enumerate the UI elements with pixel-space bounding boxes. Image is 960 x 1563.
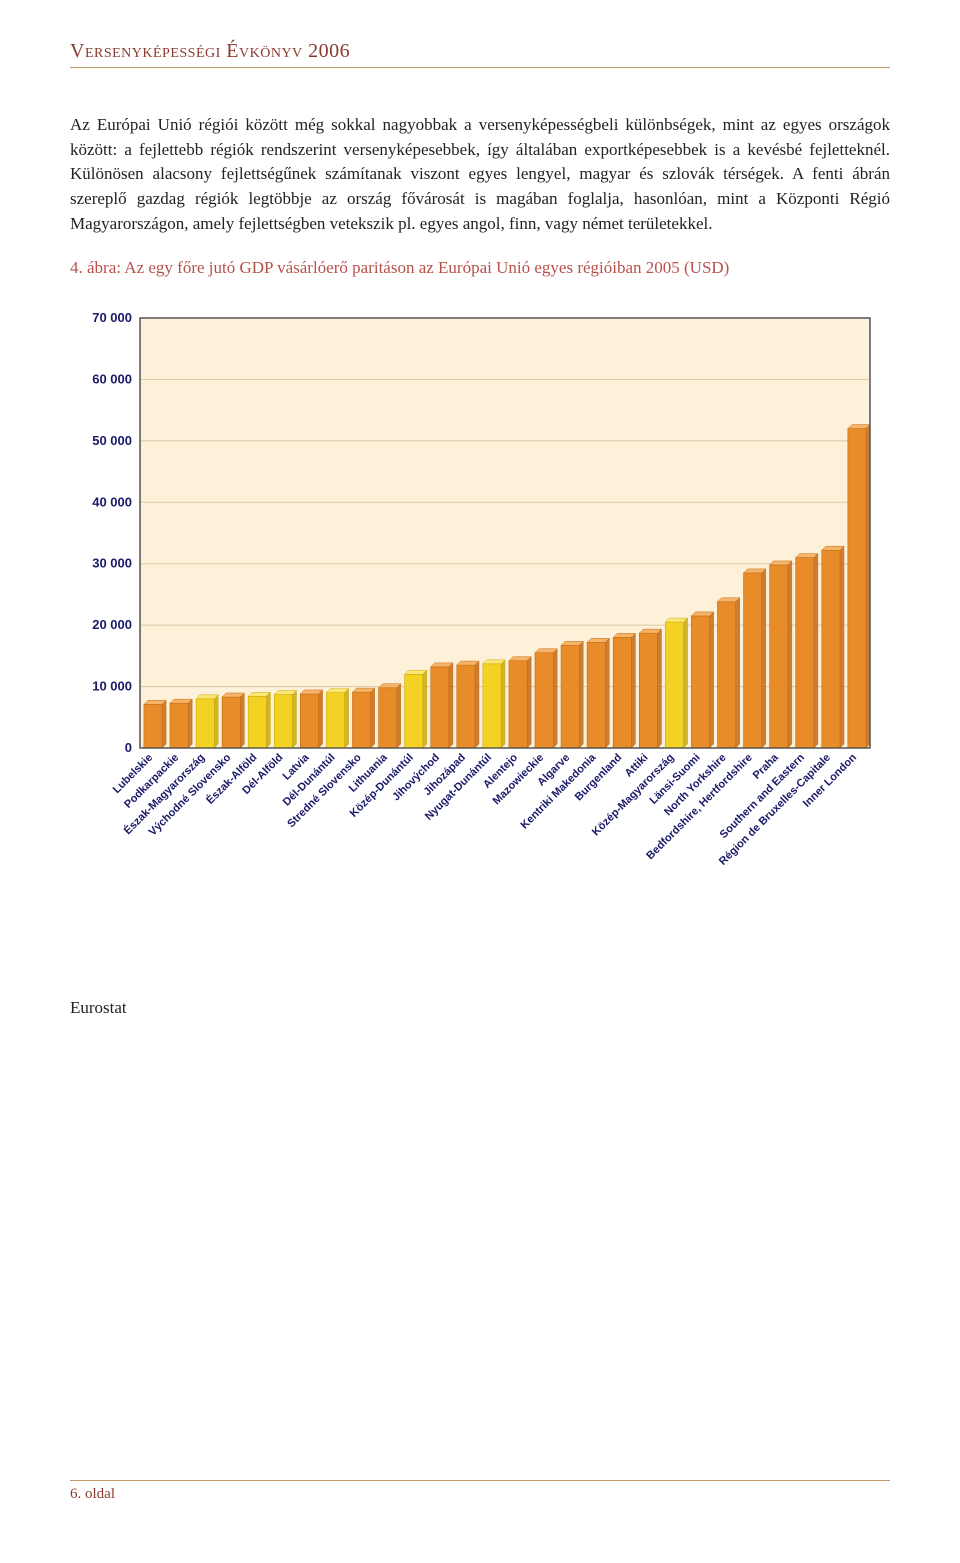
page-header-title: Versenyképességi Évkönyv 2006 — [70, 40, 350, 62]
page-number: 6. oldal — [70, 1486, 115, 1502]
svg-text:20 000: 20 000 — [92, 617, 132, 632]
source-label: Eurostat — [70, 998, 890, 1018]
body-paragraph: Az Európai Unió régiói között még sokkal… — [70, 113, 890, 236]
svg-text:30 000: 30 000 — [92, 556, 132, 571]
page: Versenyképességi Évkönyv 2006 Az Európai… — [0, 0, 960, 1563]
figure-caption: 4. ábra: Az egy főre jutó GDP vásárlóerő… — [70, 258, 890, 278]
footer-rule: 6. oldal — [70, 1480, 890, 1503]
svg-text:0: 0 — [125, 740, 132, 755]
header-rule: Versenyképességi Évkönyv 2006 — [70, 40, 890, 68]
svg-text:10 000: 10 000 — [92, 679, 132, 694]
gdp-bar-chart: 0 10 000 20 000 30 000 40 000 50 000 60 000 70 … — [70, 298, 890, 938]
svg-text:70 000: 70 000 — [92, 310, 132, 325]
chart-svg: 0 10 000 20 000 30 000 40 000 50 000 60 000 70 … — [70, 298, 890, 938]
svg-text:60 000: 60 000 — [92, 372, 132, 387]
svg-text:50 000: 50 000 — [92, 433, 132, 448]
svg-text:40 000: 40 000 — [92, 494, 132, 509]
